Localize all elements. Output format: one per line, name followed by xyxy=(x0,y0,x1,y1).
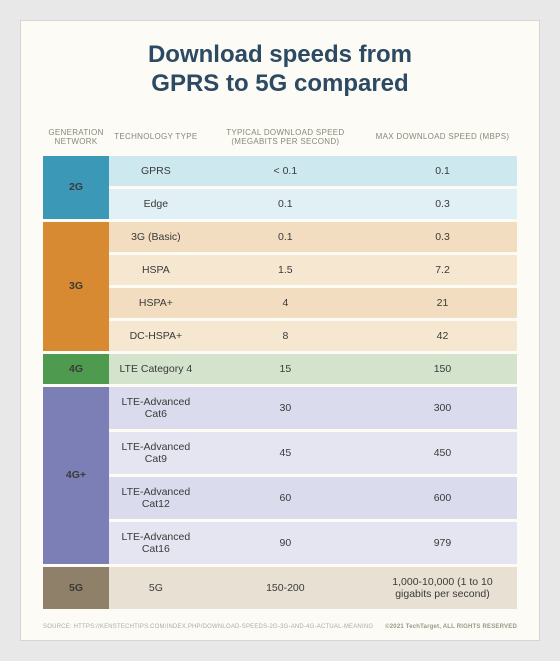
col-typical: TYPICAL DOWNLOAD SPEED (MEGABITS PER SEC… xyxy=(203,122,368,153)
generation-label: 4G xyxy=(43,354,109,384)
tech-cell: LTE-Advanced Cat6 xyxy=(109,387,203,429)
max-cell: 42 xyxy=(368,321,517,351)
table-row: LTE-Advanced Cat1690979 xyxy=(43,522,517,564)
max-cell: 21 xyxy=(368,288,517,318)
max-cell: 979 xyxy=(368,522,517,564)
max-cell: 1,000-10,000 (1 to 10 gigabits per secon… xyxy=(368,567,517,609)
max-cell: 300 xyxy=(368,387,517,429)
tech-cell: HSPA xyxy=(109,255,203,285)
typical-cell: 60 xyxy=(203,477,368,519)
tech-cell: LTE Category 4 xyxy=(109,354,203,384)
tech-cell: LTE-Advanced Cat16 xyxy=(109,522,203,564)
generation-label: 4G+ xyxy=(43,387,109,564)
max-cell: 150 xyxy=(368,354,517,384)
footer-source: SOURCE: HTTPS://KENSTECHTIPS.COM/INDEX.P… xyxy=(43,624,373,630)
max-cell: 0.1 xyxy=(368,156,517,186)
speeds-table: GENERATION NETWORK TECHNOLOGY TYPE TYPIC… xyxy=(43,119,517,612)
typical-cell: 90 xyxy=(203,522,368,564)
table-row: HSPA+421 xyxy=(43,288,517,318)
chart-title: Download speeds fromGPRS to 5G compared xyxy=(43,41,517,99)
table-row: Edge0.10.3 xyxy=(43,189,517,219)
typical-cell: 15 xyxy=(203,354,368,384)
infographic-card: Download speeds fromGPRS to 5G compared … xyxy=(20,20,540,641)
typical-cell: 4 xyxy=(203,288,368,318)
table-row: 3G3G (Basic)0.10.3 xyxy=(43,222,517,252)
col-technology: TECHNOLOGY TYPE xyxy=(109,122,203,153)
generation-label: 3G xyxy=(43,222,109,351)
footer-copyright: ©2021 TechTarget, ALL RIGHTS RESERVED xyxy=(385,624,517,630)
tech-cell: LTE-Advanced Cat9 xyxy=(109,432,203,474)
tech-cell: 3G (Basic) xyxy=(109,222,203,252)
table-row: 2GGPRS< 0.10.1 xyxy=(43,156,517,186)
tech-cell: 5G xyxy=(109,567,203,609)
table-row: LTE-Advanced Cat945450 xyxy=(43,432,517,474)
typical-cell: 30 xyxy=(203,387,368,429)
table-row: DC-HSPA+842 xyxy=(43,321,517,351)
max-cell: 450 xyxy=(368,432,517,474)
generation-label: 5G xyxy=(43,567,109,609)
table-row: 4GLTE Category 415150 xyxy=(43,354,517,384)
generation-label: 2G xyxy=(43,156,109,219)
table-row: LTE-Advanced Cat1260600 xyxy=(43,477,517,519)
typical-cell: 1.5 xyxy=(203,255,368,285)
typical-cell: 0.1 xyxy=(203,222,368,252)
footer: SOURCE: HTTPS://KENSTECHTIPS.COM/INDEX.P… xyxy=(43,624,517,630)
typical-cell: 45 xyxy=(203,432,368,474)
max-cell: 0.3 xyxy=(368,189,517,219)
tech-cell: GPRS xyxy=(109,156,203,186)
table-row: HSPA1.57.2 xyxy=(43,255,517,285)
max-cell: 600 xyxy=(368,477,517,519)
col-max: MAX DOWNLOAD SPEED (MBPS) xyxy=(368,122,517,153)
typical-cell: 8 xyxy=(203,321,368,351)
typical-cell: < 0.1 xyxy=(203,156,368,186)
tech-cell: HSPA+ xyxy=(109,288,203,318)
max-cell: 0.3 xyxy=(368,222,517,252)
typical-cell: 150-200 xyxy=(203,567,368,609)
table-row: 4G+LTE-Advanced Cat630300 xyxy=(43,387,517,429)
tech-cell: LTE-Advanced Cat12 xyxy=(109,477,203,519)
col-generation: GENERATION NETWORK xyxy=(43,122,109,153)
typical-cell: 0.1 xyxy=(203,189,368,219)
tech-cell: Edge xyxy=(109,189,203,219)
max-cell: 7.2 xyxy=(368,255,517,285)
table-row: 5G5G150-2001,000-10,000 (1 to 10 gigabit… xyxy=(43,567,517,609)
header-row: GENERATION NETWORK TECHNOLOGY TYPE TYPIC… xyxy=(43,122,517,153)
tech-cell: DC-HSPA+ xyxy=(109,321,203,351)
